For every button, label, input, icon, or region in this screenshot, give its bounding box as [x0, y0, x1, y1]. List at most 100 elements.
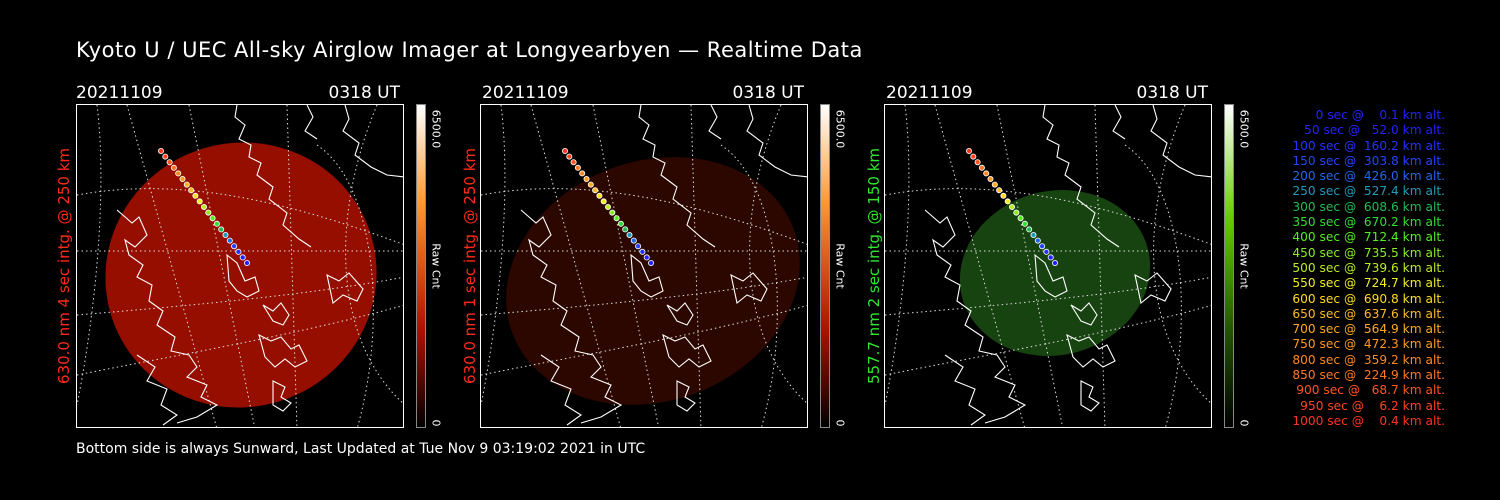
- grid-line: [77, 305, 403, 376]
- panel-2-date: 20211109: [482, 83, 569, 103]
- trajectory-point: [209, 215, 216, 222]
- coastline-segment: [116, 209, 219, 424]
- trajectory-point: [996, 187, 1003, 194]
- panel-1-image: [76, 104, 404, 428]
- grid-line: [286, 105, 298, 427]
- panel-1-time: 0318 UT: [328, 83, 401, 103]
- trajectory-point: [1004, 198, 1011, 205]
- legend-row: 950 sec @ 6.2 km alt.: [1296, 398, 1445, 413]
- panel-1-ylabel-text: 630.0 nm 4 sec intg. @ 250 km: [55, 147, 73, 385]
- lat-lon-grid: [481, 105, 807, 427]
- trajectory-point: [183, 181, 190, 188]
- panel-2-cbar-unit: Raw Cnt: [833, 243, 847, 289]
- trajectory-point: [987, 176, 994, 183]
- grid-line: [345, 105, 403, 404]
- grid-line: [77, 105, 102, 406]
- trajectory-point: [1047, 254, 1054, 261]
- grid-line: [1124, 144, 1182, 427]
- coastline-segment: [1150, 105, 1211, 178]
- coastline-segment: [226, 253, 260, 298]
- panel-2-cbar-max: 6500.0: [833, 109, 847, 149]
- panel-1-cbar-max: 6500.0: [429, 109, 443, 149]
- legend-row: 700 sec @ 564.9 km alt.: [1288, 322, 1445, 337]
- trajectory-point: [592, 187, 599, 194]
- panel-3-image: [884, 104, 1212, 428]
- legend-row: 200 sec @ 426.0 km alt.: [1288, 169, 1445, 184]
- panel-2-ylabel-text: 630.0 nm 1 sec intg. @ 250 km: [461, 147, 479, 385]
- trajectory-point: [991, 181, 998, 188]
- lat-lon-grid: [77, 105, 403, 427]
- legend-row: 1000 sec @ 0.4 km alt.: [1292, 413, 1445, 428]
- grid-line: [996, 105, 1064, 427]
- trajectory-point: [574, 164, 581, 171]
- coastline: [520, 105, 807, 426]
- trajectory-point: [231, 243, 238, 250]
- panel-3-date: 20211109: [886, 83, 973, 103]
- trajectory-point: [162, 153, 169, 160]
- lat-lon-grid: [885, 105, 1211, 427]
- grid-line: [749, 105, 807, 404]
- trajectory-point: [175, 170, 182, 177]
- trajectory-point: [605, 204, 612, 211]
- airglow-image: [959, 189, 1151, 357]
- coastline-segment: [666, 302, 694, 326]
- panel-2-ylabel: 630.0 nm 1 sec intg. @ 250 km: [460, 104, 480, 428]
- trajectory-point: [239, 254, 246, 261]
- panel-3-colorbar: [1224, 104, 1234, 428]
- legend-row: 400 sec @ 712.4 km alt.: [1288, 230, 1445, 245]
- trajectory-point: [222, 232, 229, 239]
- grid-line: [188, 105, 256, 427]
- panel-3-ylabel: 557.7 nm 2 sec intg. @ 150 km: [864, 104, 884, 428]
- legend-row: 650 sec @ 637.6 km alt.: [1288, 306, 1445, 321]
- legend-row: 50 sec @ 52.0 km alt.: [1296, 123, 1445, 138]
- trajectory-point: [1026, 226, 1033, 233]
- coastline-segment: [326, 272, 364, 304]
- trajectory-point: [966, 148, 973, 155]
- trajectory-point: [647, 259, 654, 266]
- coastline-segment: [638, 105, 716, 248]
- trajectory-point: [192, 192, 199, 199]
- trajectory-point: [600, 198, 607, 205]
- trajectory-point: [978, 164, 985, 171]
- coastline-segment: [1070, 302, 1098, 326]
- trajectory-point: [609, 209, 616, 216]
- trajectory-point: [1000, 192, 1007, 199]
- panel-2-cbar-min: 0: [833, 419, 847, 427]
- coastline-segment: [1066, 333, 1116, 368]
- grid-line: [885, 105, 910, 406]
- coastline-segment: [708, 105, 722, 140]
- coastline-segment: [304, 105, 318, 140]
- grid-line: [592, 105, 660, 427]
- grid-line: [690, 105, 702, 427]
- trajectory-point: [974, 159, 981, 166]
- panel-2-colorbar: [820, 104, 830, 428]
- trajectory-point: [970, 153, 977, 160]
- trajectory-point: [205, 209, 212, 216]
- trajectory-point: [626, 232, 633, 239]
- panel-1-svg: [77, 105, 403, 427]
- legend-row: 350 sec @ 670.2 km alt.: [1288, 215, 1445, 230]
- trajectory-point: [983, 170, 990, 177]
- coastline-segment: [676, 380, 696, 412]
- coastline-segment: [272, 380, 292, 412]
- panel-2-time: 0318 UT: [732, 83, 805, 103]
- trajectory-point: [188, 187, 195, 194]
- panel-3-cbar-unit: Raw Cnt: [1237, 243, 1251, 289]
- airglow-layer: [959, 189, 1151, 357]
- trajectory-track: [562, 148, 654, 266]
- grid-line: [316, 144, 374, 427]
- trajectory-point: [583, 176, 590, 183]
- panel-3-cbar-min: 0: [1237, 419, 1251, 427]
- airglow-image: [506, 157, 800, 405]
- trajectory-point: [213, 220, 220, 227]
- trajectory-point: [1051, 259, 1058, 266]
- trajectory-track: [966, 148, 1058, 266]
- altitude-legend: 0 sec @ 0.1 km alt. 50 sec @ 52.0 km alt…: [1255, 108, 1445, 429]
- grid-line: [1153, 105, 1211, 404]
- legend-row: 450 sec @ 735.5 km alt.: [1288, 245, 1445, 260]
- coastline-segment: [520, 209, 623, 424]
- trajectory-point: [179, 176, 186, 183]
- trajectory-point: [1039, 243, 1046, 250]
- trajectory-point: [579, 170, 586, 177]
- legend-row: 500 sec @ 739.6 km alt.: [1288, 260, 1445, 275]
